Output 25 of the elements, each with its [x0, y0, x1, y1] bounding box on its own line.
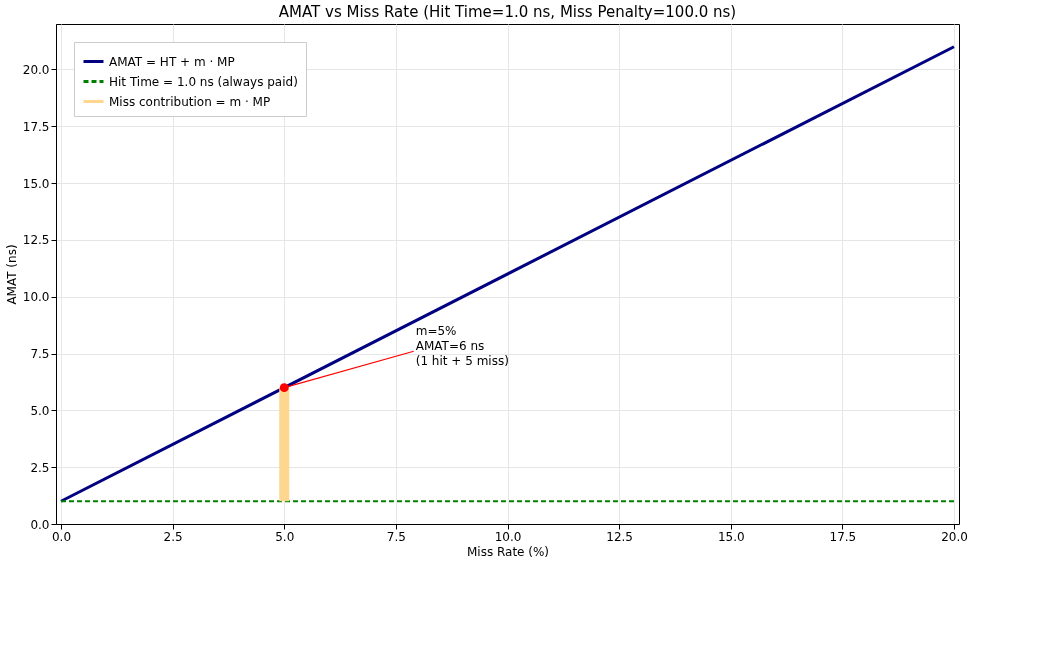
- x-tick-label: 17.5: [829, 529, 857, 544]
- x-tick-label: 20.0: [941, 529, 968, 544]
- x-tick-label: 12.5: [606, 529, 633, 544]
- x-tick-label: 10.0: [494, 529, 522, 544]
- y-tick-label: 10.0: [22, 290, 50, 305]
- y-tick-label: 15.0: [22, 176, 50, 191]
- x-tick-label: 7.5: [386, 529, 406, 544]
- x-tick-label: 5.0: [275, 529, 295, 544]
- annotation: m=5% AMAT=6 ns (1 hit + 5 miss): [415, 324, 509, 369]
- y-tick-label: 12.5: [22, 233, 50, 248]
- y-axis-title: AMAT (ns): [4, 244, 19, 305]
- y-tick-label: 17.5: [22, 119, 50, 134]
- legend-label: Hit Time = 1.0 ns (always paid): [109, 74, 298, 89]
- y-tick-label: 5.0: [30, 403, 50, 418]
- x-tick-label: 0.0: [51, 529, 72, 544]
- y-tick-label: 7.5: [30, 347, 50, 362]
- y-tick-label: 2.5: [30, 460, 50, 475]
- y-tick-label: 20.0: [22, 62, 50, 77]
- x-tick-label: 15.0: [717, 529, 745, 544]
- y-tick-label: 0.0: [30, 517, 50, 532]
- legend-label: Miss contribution = m · MP: [109, 94, 271, 109]
- x-axis-title: Miss Rate (%): [466, 544, 550, 559]
- x-tick-label: 2.5: [163, 529, 183, 544]
- chart-title: AMAT vs Miss Rate (Hit Time=1.0 ns, Miss Penalty=100.0 ns): [278, 3, 737, 21]
- legend-label: AMAT = HT + m · MP: [109, 54, 235, 69]
